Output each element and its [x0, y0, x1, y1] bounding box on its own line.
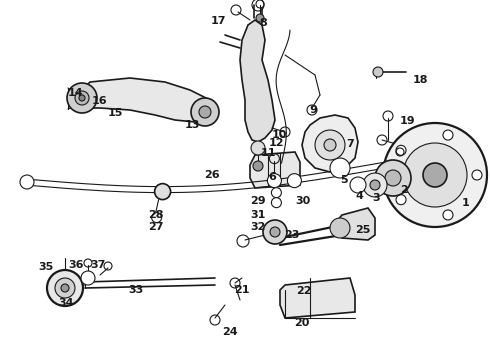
Circle shape [268, 174, 281, 188]
Circle shape [443, 210, 453, 220]
Text: 9: 9 [309, 105, 317, 115]
Polygon shape [280, 278, 355, 318]
Circle shape [383, 123, 487, 227]
Text: 26: 26 [204, 170, 220, 180]
Text: 30: 30 [295, 196, 310, 206]
Circle shape [79, 95, 85, 101]
Circle shape [396, 145, 406, 155]
Circle shape [20, 175, 34, 189]
Circle shape [253, 161, 263, 171]
Circle shape [270, 227, 280, 237]
Polygon shape [302, 115, 358, 172]
Text: 15: 15 [108, 108, 123, 118]
Circle shape [350, 177, 366, 193]
Text: 2: 2 [400, 185, 408, 195]
Circle shape [256, 14, 264, 22]
Circle shape [375, 160, 411, 196]
Circle shape [55, 278, 75, 298]
Circle shape [151, 213, 162, 222]
Circle shape [81, 271, 95, 285]
Circle shape [47, 270, 83, 306]
Text: 19: 19 [400, 116, 416, 126]
Circle shape [288, 174, 301, 188]
Text: 36: 36 [68, 260, 83, 270]
Text: 32: 32 [250, 222, 266, 232]
Polygon shape [78, 78, 215, 122]
Circle shape [443, 130, 453, 140]
Circle shape [315, 130, 345, 160]
Circle shape [363, 173, 387, 197]
Text: 4: 4 [355, 191, 363, 201]
Text: 12: 12 [269, 138, 285, 148]
Circle shape [271, 188, 281, 198]
Text: 27: 27 [148, 222, 164, 232]
Circle shape [251, 141, 265, 155]
Text: 22: 22 [296, 286, 312, 296]
Text: 8: 8 [259, 18, 267, 28]
Text: 29: 29 [250, 196, 266, 206]
Text: 24: 24 [222, 327, 238, 337]
Circle shape [191, 98, 219, 126]
Text: 14: 14 [68, 88, 84, 98]
Text: 17: 17 [211, 16, 226, 26]
Circle shape [403, 143, 467, 207]
Text: 35: 35 [38, 262, 53, 272]
Circle shape [370, 180, 380, 190]
Text: 10: 10 [272, 130, 287, 140]
Text: 37: 37 [90, 260, 105, 270]
Text: 6: 6 [268, 172, 276, 182]
Polygon shape [336, 208, 375, 240]
Circle shape [385, 170, 401, 186]
Text: 33: 33 [128, 285, 143, 295]
Text: 18: 18 [413, 75, 428, 85]
Text: 13: 13 [185, 120, 200, 130]
Text: 23: 23 [284, 230, 299, 240]
Text: 1: 1 [462, 198, 470, 208]
Circle shape [271, 198, 281, 208]
Circle shape [373, 67, 383, 77]
Circle shape [330, 218, 350, 238]
Text: 28: 28 [148, 210, 164, 220]
Polygon shape [240, 20, 275, 142]
Text: 25: 25 [355, 225, 370, 235]
Text: 34: 34 [58, 298, 74, 308]
Circle shape [472, 170, 482, 180]
Circle shape [330, 158, 350, 178]
Text: 21: 21 [234, 285, 249, 295]
Text: 3: 3 [372, 193, 380, 203]
Circle shape [61, 284, 69, 292]
Circle shape [75, 91, 89, 105]
Text: 7: 7 [346, 139, 354, 149]
Circle shape [423, 163, 447, 187]
Text: 5: 5 [340, 175, 347, 185]
Text: 20: 20 [294, 318, 309, 328]
Circle shape [155, 184, 171, 199]
Circle shape [263, 220, 287, 244]
Polygon shape [250, 152, 300, 188]
Text: 11: 11 [261, 148, 276, 158]
Circle shape [324, 139, 336, 151]
Text: 31: 31 [250, 210, 266, 220]
Circle shape [396, 195, 406, 205]
Circle shape [67, 83, 97, 113]
Text: 16: 16 [92, 96, 108, 106]
Circle shape [199, 106, 211, 118]
